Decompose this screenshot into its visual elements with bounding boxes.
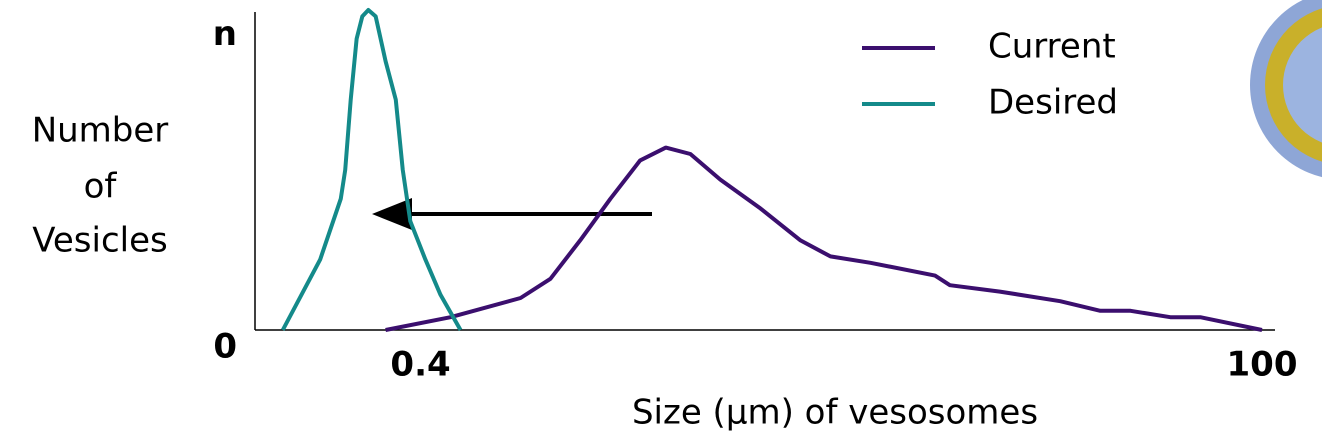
- legend-label: Current: [988, 27, 1116, 67]
- y-axis-title: Number: [32, 111, 169, 151]
- vesicle-illustration: [1250, 0, 1322, 180]
- legend-label: Desired: [988, 83, 1118, 123]
- x-tick-label: 100: [1227, 345, 1298, 385]
- chart: Size (µm) of vesosomes Number of Vesicle…: [0, 0, 1322, 442]
- x-axis-title: Size (µm) of vesosomes: [632, 393, 1038, 433]
- y-axis-title: of: [84, 167, 118, 207]
- y-tick-label: n: [213, 14, 237, 54]
- x-tick-label: 0.4: [390, 345, 450, 385]
- series-line: [283, 10, 461, 330]
- y-tick-label: 0: [213, 327, 237, 367]
- y-axis-title: Vesicles: [32, 221, 167, 261]
- series-line: [386, 148, 1262, 330]
